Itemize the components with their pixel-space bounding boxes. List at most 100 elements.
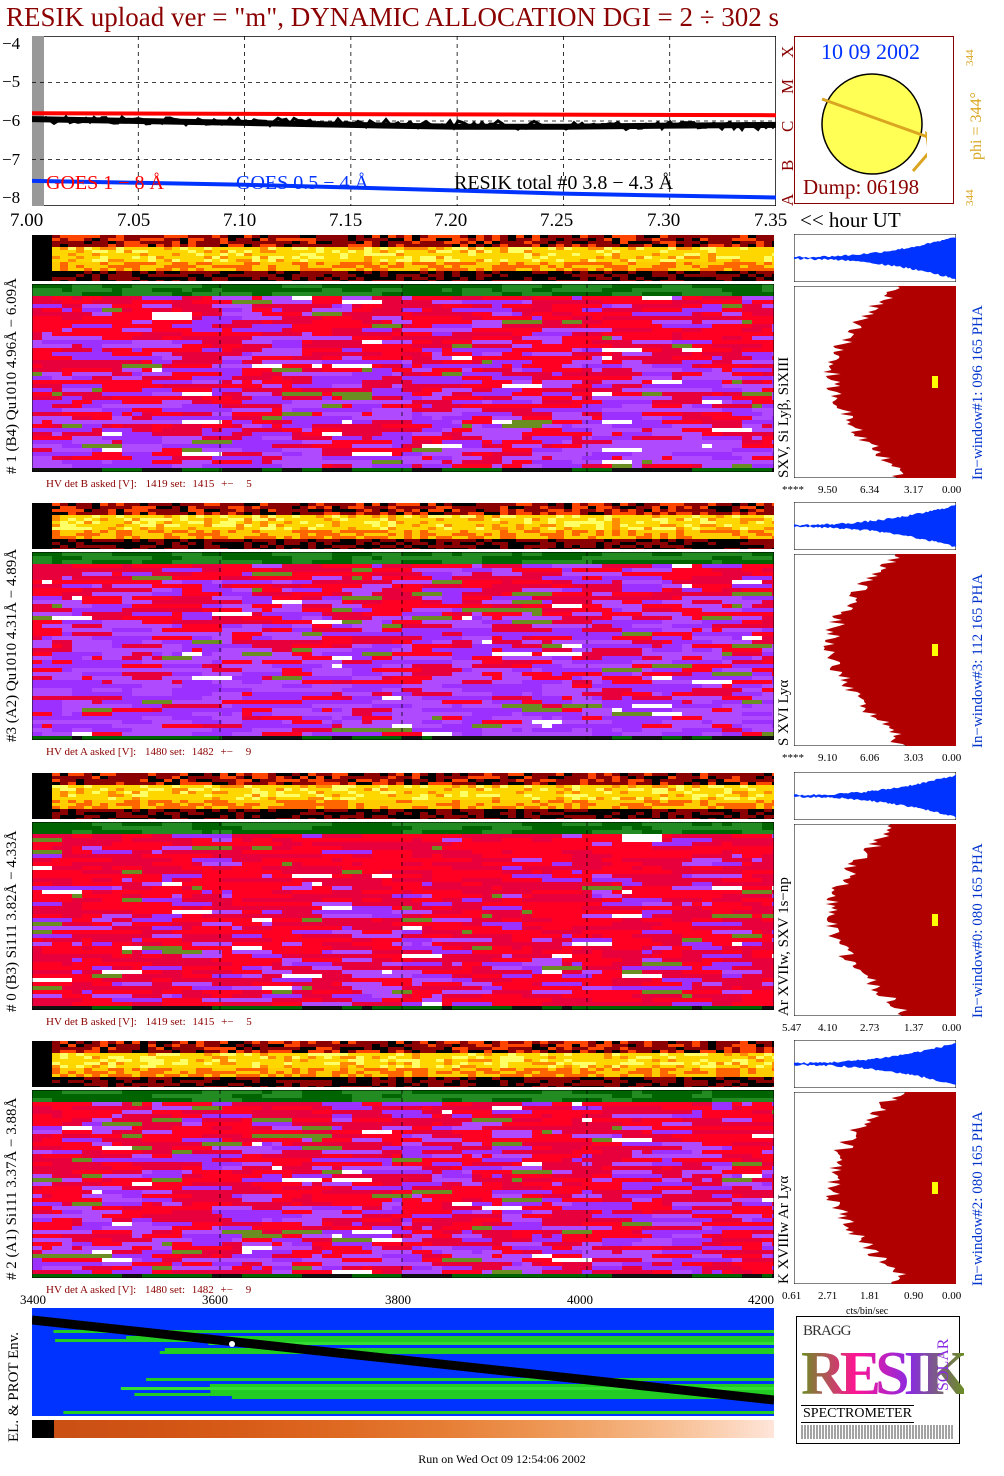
emission-lines: K XVIIIw Ar Lyα: [776, 1175, 792, 1284]
y-tick: −8: [2, 188, 21, 207]
phi-bottom: 344: [964, 189, 976, 207]
emission-lines: S XVI Lyα: [776, 679, 792, 746]
pha-window: In−window#2: 080 165 PHA: [970, 1111, 986, 1286]
env-label: EL. & PROT Env.: [6, 1331, 22, 1442]
detector-label: # 1 (B4) Qu1010 4.96Å − 6.09Å: [4, 278, 20, 474]
logo-fineprint: [801, 1425, 953, 1439]
pha-tick: 3.17: [904, 484, 924, 496]
pha-ticks: **** 9.50 6.34 3.17 0.00: [782, 484, 962, 498]
y-tick: −7: [2, 150, 21, 169]
pha-tick: 9.50: [818, 484, 838, 496]
hv-set-label: set:: [170, 1016, 186, 1028]
env-bar-mask: [32, 1420, 54, 1438]
detector-3-pha-top: [794, 502, 956, 550]
logo-spectrometer: SPECTROMETER: [801, 1405, 914, 1423]
detector-2-heatmap: [32, 1090, 774, 1278]
x-tick: 7.15: [329, 210, 363, 231]
strip-mask: [32, 1041, 52, 1087]
pha-window: In−window#0: 080 165 PHA: [970, 843, 986, 1018]
x-tick-labels: 7.00 7.05 7.10 7.15 7.20 7.25 7.30 7.35 …: [0, 208, 1004, 232]
hv-pm: +−: [221, 478, 234, 490]
detector-2-strip: [32, 1041, 774, 1087]
pha-window: In−window#1: 096 165 PHA: [970, 305, 986, 480]
pha-ticks: **** 9.10 6.06 3.03 0.00: [782, 752, 962, 766]
hv-label: HV det B asked [V]:: [46, 1016, 137, 1028]
hv-readout: HV det A asked [V]: 1480 set: 1482 +− 9: [46, 1284, 251, 1296]
hv-pm: +−: [221, 1016, 234, 1028]
resik-noise: [41, 114, 776, 133]
env-x-tick: 3400: [20, 1292, 46, 1307]
x-tick: 7.05: [117, 210, 151, 231]
hv-tol: 9: [245, 1284, 252, 1296]
detector-2-pha-top: [794, 1040, 956, 1088]
emission-lines: Ar XVIIw, SXV 1s−np: [776, 877, 792, 1016]
pha-window: In−window#3: 112 165 PHA: [970, 573, 986, 748]
x-tick: 7.20: [434, 210, 468, 231]
detector-1-pha-hist: [794, 286, 956, 478]
y-tick: −5: [2, 72, 21, 91]
y-tick: −6: [2, 111, 21, 130]
logo-bragg: BRAGG: [803, 1323, 852, 1339]
logo-solar: SOLAR: [935, 1338, 952, 1391]
pha-tick: 0.00: [942, 1290, 962, 1302]
hv-label: HV det A asked [V]:: [46, 1284, 137, 1296]
env-x-tick: 4200: [748, 1292, 774, 1307]
pha-top-profile: [794, 774, 956, 818]
pha-ticks: 0.61 2.71 1.81 0.90 0.00: [782, 1290, 962, 1304]
pha-top-profile: [794, 1043, 956, 1085]
pha-marker: [932, 914, 938, 926]
pha-tick: 6.06: [860, 752, 880, 764]
flare-class-labels: X M C B A: [776, 36, 797, 206]
hv-tol: 5: [246, 1016, 252, 1028]
legend-resik-total: RESIK total #0 3.8 − 4.3 Å: [454, 172, 674, 194]
x-tick: 7.35: [754, 210, 788, 231]
pha-top-profile: [794, 237, 956, 280]
legend-goes-short: GOES 0.5 − 4 Å: [236, 172, 369, 194]
detector-0-heatmap: [32, 822, 774, 1010]
hv-asked: 1480: [144, 1284, 167, 1296]
strip-mask: [32, 235, 52, 281]
pha-hist-profile: [823, 554, 956, 746]
hv-set-label: set:: [169, 746, 186, 758]
sun-date: 10 09 2002: [821, 39, 920, 64]
detector-label: # 2 (A1) Si111 3.37Å − 3.88Å: [4, 1097, 20, 1280]
logo-resik: RESIK: [801, 1340, 970, 1408]
hv-set: 1415: [192, 1016, 215, 1028]
x-axis-unit: << hour UT: [800, 208, 901, 232]
legend-goes-long: GOES 1 − 8 Å: [46, 172, 164, 194]
hv-set: 1482: [191, 1284, 214, 1296]
pha-tick: 5.47: [782, 1022, 802, 1034]
goes-lightcurve-chart: [32, 36, 776, 206]
x-tick: 7.30: [647, 210, 681, 231]
x-tick: 7.10: [223, 210, 257, 231]
y-tick-labels: −4 −5 −6 −7 −8: [0, 30, 30, 210]
y-tick: −4: [2, 34, 21, 53]
detector-3-heatmap: [32, 552, 774, 740]
strip-mask: [32, 503, 52, 549]
environment-chart: [32, 1308, 774, 1438]
env-marker: [229, 1341, 235, 1347]
hv-readout: HV det B asked [V]: 1419 set: 1415 +− 5: [46, 478, 252, 490]
pha-tick: 0.00: [942, 752, 962, 764]
series-line: [32, 178, 776, 200]
hv-tol: 5: [246, 478, 252, 490]
detector-1-strip: [32, 235, 774, 281]
pha-tick: ****: [782, 752, 804, 764]
x-tick: 7.00: [10, 210, 44, 231]
hv-readout: HV det A asked [V]: 1480 set: 1482 +− 9: [46, 746, 251, 758]
hv-set: 1482: [191, 746, 214, 758]
hv-asked: 1480: [144, 746, 167, 758]
pha-marker: [932, 644, 938, 656]
pha-hist-profile: [823, 286, 956, 478]
sun-panel: 10 09 2002 Dump: 06198: [794, 36, 954, 204]
hv-pm: +−: [220, 746, 233, 758]
hv-asked: 1419: [145, 478, 168, 490]
detector-label: # 0 (B3) Si111 3.82Å − 4.33Å: [4, 830, 20, 1012]
pha-tick: 0.00: [942, 484, 962, 496]
pha-hist-profile: [825, 824, 956, 1016]
pha-top-profile: [794, 504, 956, 547]
hv-label: HV det A asked [V]:: [46, 746, 137, 758]
hv-set-label: set:: [170, 478, 186, 490]
pha-ticks: 5.47 4.10 2.73 1.37 0.00: [782, 1022, 962, 1036]
hv-tol: 9: [245, 746, 252, 758]
